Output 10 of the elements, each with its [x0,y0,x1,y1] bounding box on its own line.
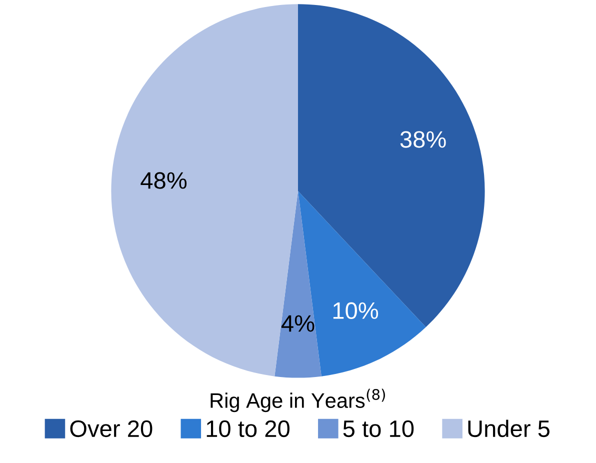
data-label: 10% [333,302,378,320]
data-label: 4% [281,315,314,332]
legend-label: 10 to 20 [206,420,290,438]
text: Rig Age in Years$^{(8)}$ [210,388,385,412]
data-label: 48% [140,172,187,189]
legend-label: Over 20 [70,420,152,438]
data-label: 38% [400,131,446,148]
legend-label: Under 5 [468,420,550,438]
legend-label: 5 to 10 [343,420,414,438]
pie-slice [274,190,322,378]
